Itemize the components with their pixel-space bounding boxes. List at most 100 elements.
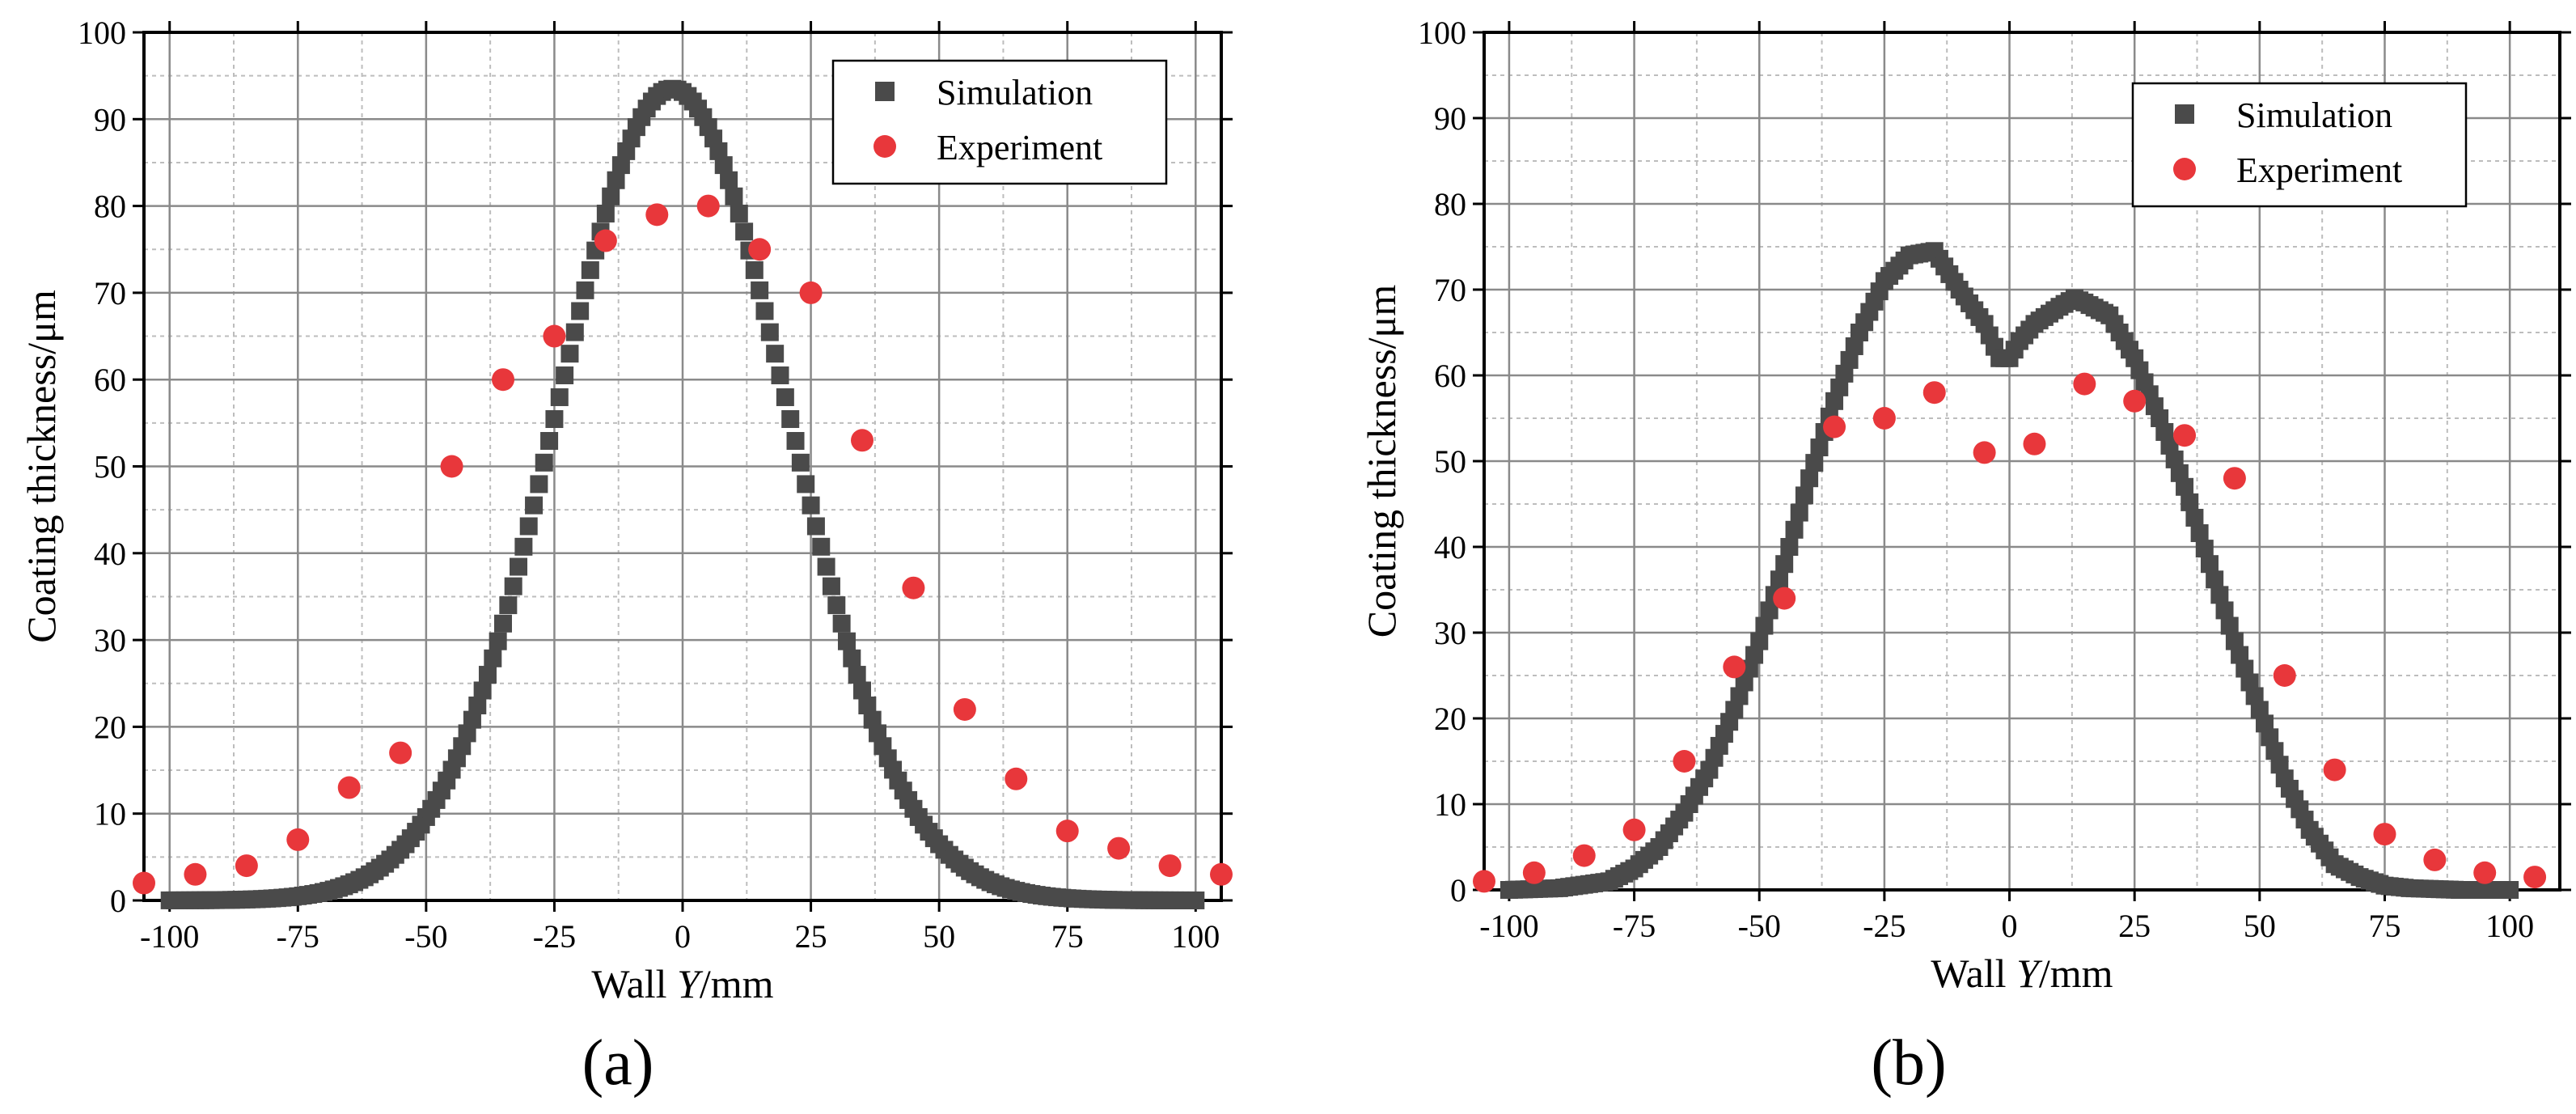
simulation-point	[1770, 570, 1788, 589]
experiment-point	[2523, 866, 2547, 889]
simulation-point	[463, 710, 481, 729]
experiment-point	[1107, 837, 1131, 860]
x-tick-label: 75	[2368, 908, 2400, 944]
simulation-point	[494, 614, 512, 633]
x-axis-title: Wall Y/mm	[591, 961, 773, 1006]
series-experiment	[133, 194, 1233, 895]
simulation-point	[797, 475, 815, 493]
x-axis-title-variable: Y	[2016, 951, 2043, 996]
y-tick-label: 50	[94, 449, 126, 485]
simulation-point	[858, 696, 877, 714]
simulation-point	[2195, 540, 2214, 558]
experiment-point	[1210, 862, 1233, 886]
simulation-point	[545, 410, 564, 429]
y-tick-label: 60	[94, 362, 126, 398]
experiment-point	[389, 741, 412, 765]
y-tick-label: 70	[1434, 272, 1466, 308]
experiment-point	[953, 697, 976, 721]
experiment-point	[2273, 664, 2296, 687]
simulation-point	[1760, 601, 1779, 620]
simulation-point	[576, 281, 594, 299]
legend-experiment-label: Experiment	[2236, 150, 2402, 190]
simulation-point	[1785, 520, 1804, 539]
simulation-point	[2181, 493, 2199, 511]
y-tick-label: 90	[1434, 100, 1466, 137]
simulation-point	[2151, 409, 2169, 427]
simulation-point	[1835, 364, 1854, 383]
y-tick-label: 40	[1434, 529, 1466, 565]
simulation-point	[560, 345, 579, 363]
x-tick-label: -50	[1738, 908, 1781, 944]
legend-experiment-marker	[2173, 158, 2196, 180]
y-axis-title: Coating thickness/μm	[1359, 285, 1404, 638]
simulation-point	[540, 432, 559, 451]
x-tick-label: 50	[923, 918, 955, 955]
y-tick-label: 20	[94, 709, 126, 745]
experiment-point	[2373, 823, 2396, 846]
simulation-point	[2270, 756, 2289, 774]
simulation-point	[802, 496, 820, 515]
simulation-point	[791, 453, 810, 472]
x-tick-label: -75	[277, 918, 319, 955]
simulation-point	[832, 614, 851, 633]
experiment-point	[1922, 381, 1946, 405]
simulation-point	[2215, 601, 2234, 620]
simulation-point	[2220, 616, 2239, 635]
experiment-point	[235, 854, 258, 878]
simulation-point	[499, 596, 518, 615]
simulation-point	[2250, 701, 2269, 719]
simulation-point	[822, 577, 840, 595]
experiment-point	[2073, 372, 2096, 396]
x-tick-label: -75	[1613, 908, 1656, 944]
simulation-point	[1750, 632, 1769, 650]
experiment-point	[1473, 870, 1495, 893]
simulation-point	[2185, 508, 2204, 527]
x-tick-label: 0	[675, 918, 691, 955]
y-tick-label: 40	[94, 536, 126, 572]
simulation-point	[2176, 477, 2194, 496]
x-axis-title-prefix: Wall	[1931, 951, 2016, 996]
x-tick-label: -100	[1479, 908, 1538, 944]
y-tick-label: 80	[1434, 186, 1466, 222]
simulation-point	[863, 710, 882, 729]
x-axis-title-variable: Y	[677, 961, 704, 1006]
experiment-point	[2323, 758, 2346, 781]
simulation-point	[817, 557, 835, 576]
simulation-point	[1755, 616, 1774, 635]
simulation-point	[1845, 337, 1863, 355]
simulation-point	[2225, 632, 2244, 650]
simulation-point	[2165, 450, 2184, 468]
simulation-point	[714, 156, 733, 175]
x-tick-label: 0	[2002, 908, 2018, 944]
experiment-point	[440, 455, 463, 478]
legend-box	[831, 59, 1168, 185]
legend: Simulation Experiment	[2131, 82, 2468, 208]
x-tick-label: -50	[404, 918, 447, 955]
simulation-point	[504, 577, 522, 595]
simulation-point	[525, 496, 544, 515]
x-tick-label: -100	[140, 918, 199, 955]
experiment-point	[337, 776, 361, 799]
simulation-point	[535, 453, 553, 472]
simulation-point	[730, 204, 748, 222]
simulation-point	[755, 302, 774, 320]
x-tick-label: 25	[2118, 908, 2151, 944]
simulation-point	[837, 632, 856, 650]
y-tick-label: 70	[94, 275, 126, 311]
major-grid	[144, 32, 1221, 900]
legend: Simulation Experiment	[831, 59, 1168, 185]
simulation-point	[2256, 714, 2274, 733]
experiment-point	[1973, 441, 1996, 464]
y-tick-label: 90	[94, 101, 126, 138]
simulation-point	[806, 517, 825, 536]
chart-panel-a: -100 -75 -50 -25 0 25 50 75 100 0 10 20 30 40 50 60 70 80…	[19, 15, 1233, 1099]
simulation-point	[607, 171, 625, 189]
experiment-point	[286, 828, 310, 851]
simulation-point	[565, 323, 584, 341]
x-axis-title: Wall Y/mm	[1931, 951, 2113, 996]
experiment-point	[2123, 389, 2147, 413]
y-tick-label: 60	[1434, 358, 1466, 394]
simulation-point	[735, 222, 754, 241]
simulation-point	[510, 557, 528, 576]
experiment-point	[594, 229, 617, 252]
